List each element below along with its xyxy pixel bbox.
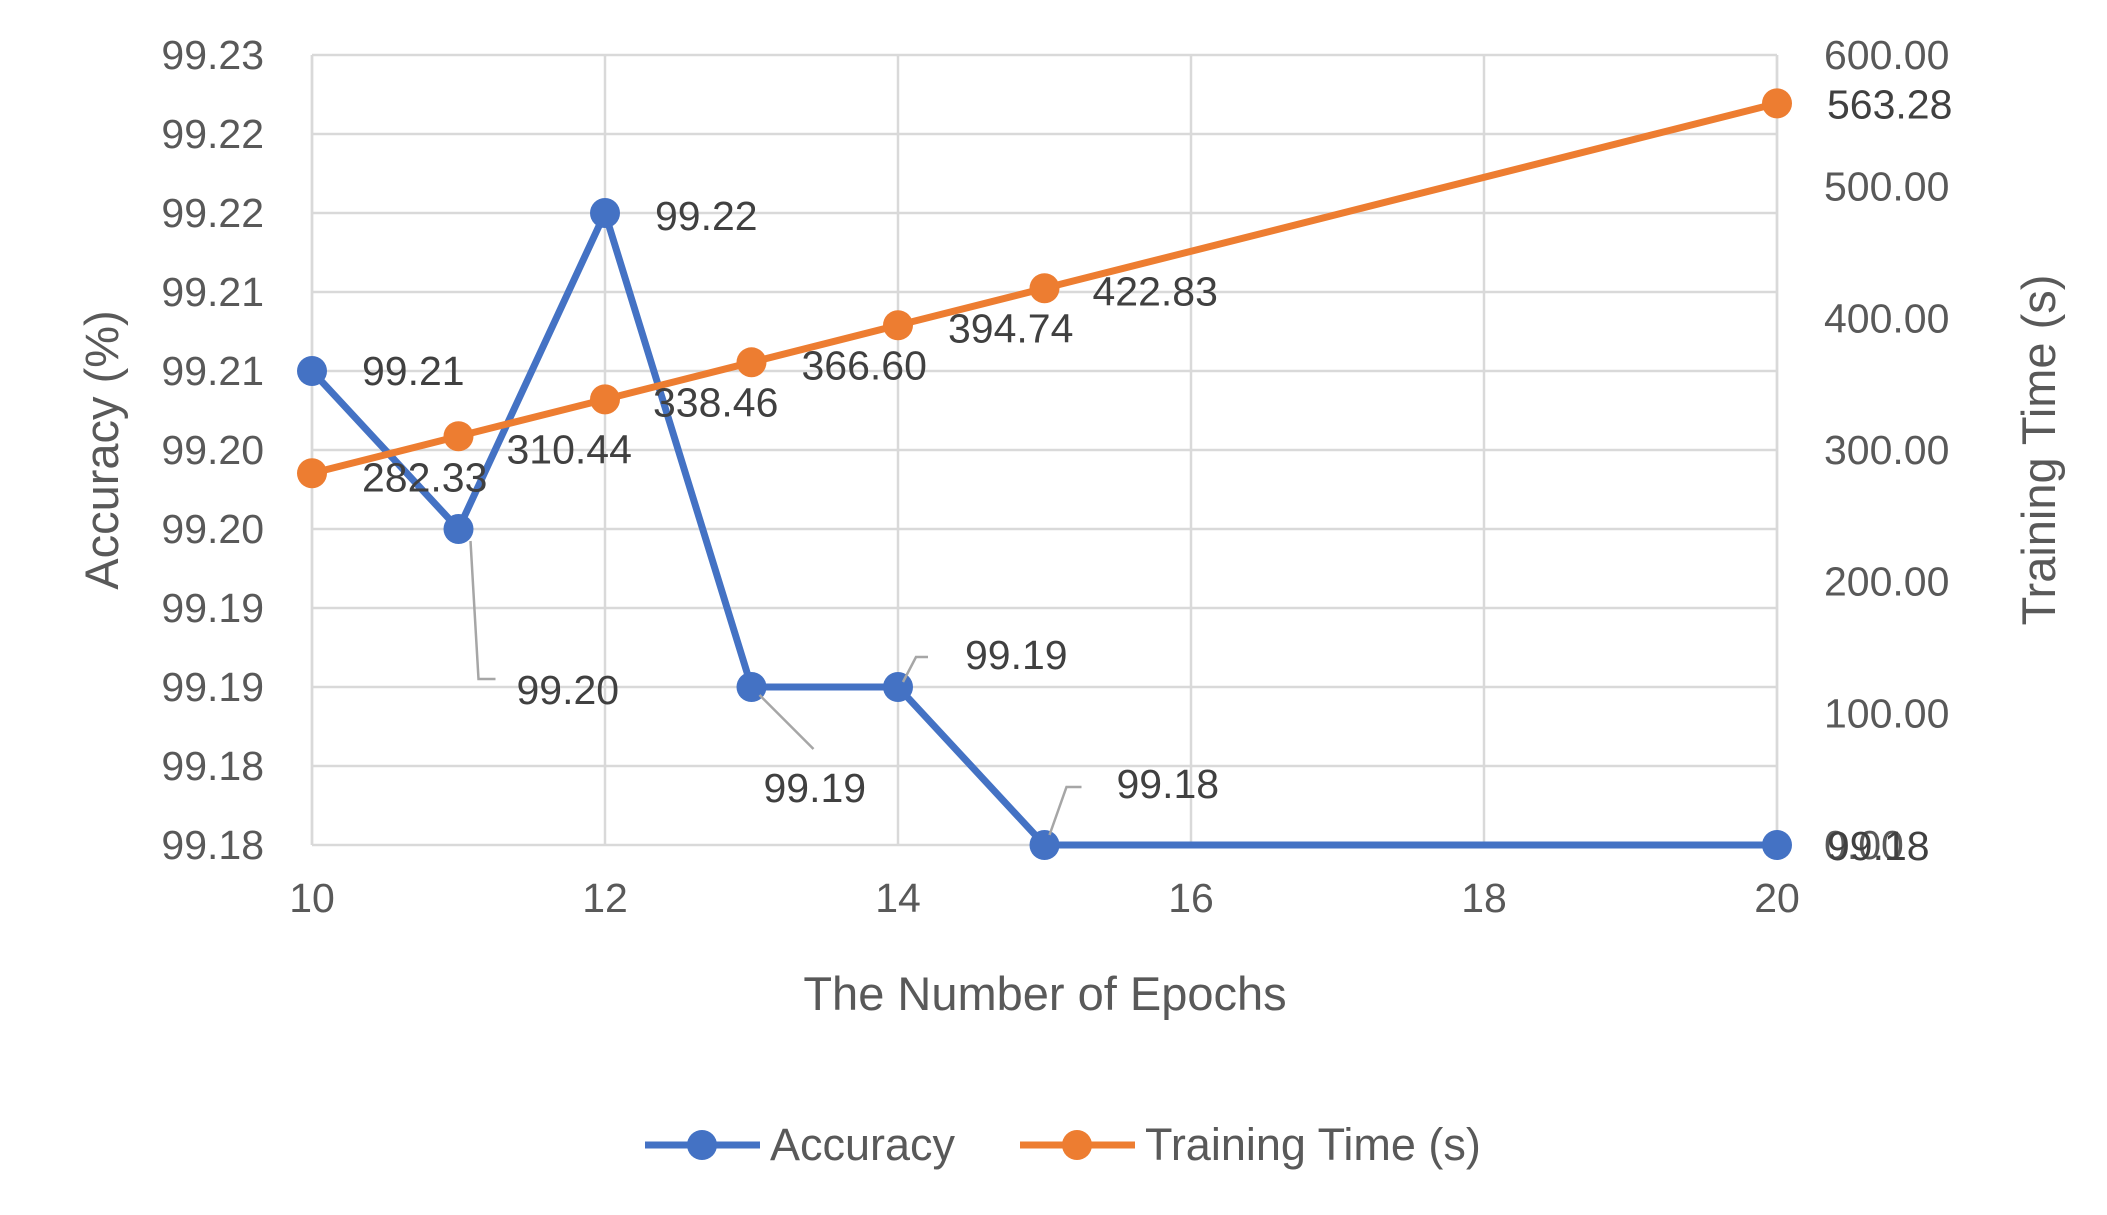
x-axis-title: The Number of Epochs [803, 967, 1286, 1020]
legend-training-time-marker [1062, 1130, 1092, 1160]
y-right-tick-label: 0.00 [1824, 822, 1904, 868]
accuracy-point [1029, 830, 1060, 860]
training-time-point [297, 458, 327, 489]
accuracy-point [736, 672, 767, 702]
training-time-data-label: 422.83 [1093, 268, 1218, 314]
legend-training-time-label: Training Time (s) [1145, 1119, 1481, 1170]
training-time-point [883, 310, 913, 341]
y-left-tick-label: 99.23 [161, 32, 264, 78]
leader-line [1048, 785, 1082, 836]
training-time-point [590, 384, 620, 415]
y-right-tick-label: 500.00 [1824, 164, 1949, 210]
y-right-tick-label: 300.00 [1824, 427, 1949, 473]
training-time-point [1029, 273, 1060, 304]
y-left-tick-label: 99.21 [161, 269, 264, 315]
leader-line [469, 540, 496, 681]
training-time-data-label: 338.46 [653, 379, 778, 425]
y-right-tick-label: 400.00 [1824, 295, 1949, 341]
x-tick-label: 18 [1461, 875, 1507, 921]
accuracy-data-label: 99.18 [1117, 761, 1220, 807]
accuracy-data-label: 99.20 [517, 667, 620, 713]
series [297, 88, 1792, 860]
accuracy-point [443, 514, 474, 544]
y-left-tick-label: 99.22 [161, 111, 264, 157]
y-left-tick-label: 99.21 [161, 348, 264, 394]
y-left-tick-label: 99.18 [161, 822, 264, 868]
y-left-tick-label: 99.20 [161, 506, 264, 552]
accuracy-point [590, 198, 620, 228]
leader-line [758, 694, 815, 750]
training-time-point [736, 347, 767, 378]
accuracy-data-label: 99.21 [362, 348, 465, 394]
y-right-tick-label: 100.00 [1824, 690, 1949, 736]
x-tick-label: 14 [875, 875, 921, 921]
training-time-data-label: 310.44 [507, 426, 632, 472]
training-time-data-label: 282.33 [362, 454, 487, 500]
y-axis-title-left: Accuracy (%) [75, 310, 128, 589]
training-time-point [1762, 88, 1792, 119]
data-labels: 99.21 99.20 99.22 99.19 99.19 99.18 99.18 282.3… [362, 81, 1952, 869]
x-tick-label: 16 [1168, 875, 1214, 921]
legend-accuracy-label: Accuracy [770, 1119, 956, 1170]
leader-line [901, 655, 928, 683]
training-time-point [443, 421, 474, 452]
accuracy-point [1762, 830, 1792, 860]
x-tick-label: 12 [582, 875, 628, 921]
y-left-tick-label: 99.19 [161, 585, 264, 631]
y-right-tick-label: 600.00 [1824, 32, 1949, 78]
y-left-tick-label: 99.19 [161, 664, 264, 710]
accuracy-point [883, 672, 913, 702]
y-right-tick-label: 200.00 [1824, 559, 1949, 605]
y-left-tick-label: 99.18 [161, 743, 264, 789]
accuracy-data-label: 99.19 [764, 765, 867, 811]
y-left-tick-label: 99.22 [161, 190, 264, 236]
training-time-data-label: 563.28 [1827, 81, 1952, 127]
y-axis-title-right: Training Time (s) [2012, 275, 2065, 626]
accuracy-point [297, 356, 327, 386]
accuracy-data-label: 99.19 [965, 632, 1068, 678]
accuracy-data-label: 99.22 [655, 193, 758, 239]
y-left-tick-label: 99.20 [161, 427, 264, 473]
legend: Accuracy Training Time (s) [645, 1119, 1481, 1170]
legend-accuracy-marker [687, 1130, 717, 1160]
training-time-data-label: 366.60 [802, 342, 927, 388]
axes: 99.1899.1899.1999.1999.2099.2099.2199.21… [161, 32, 1949, 921]
accuracy-data-label: 99.18 [1827, 823, 1930, 869]
training-time-data-label: 394.74 [948, 305, 1073, 351]
x-tick-label: 20 [1754, 875, 1800, 921]
x-tick-label: 10 [289, 875, 335, 921]
